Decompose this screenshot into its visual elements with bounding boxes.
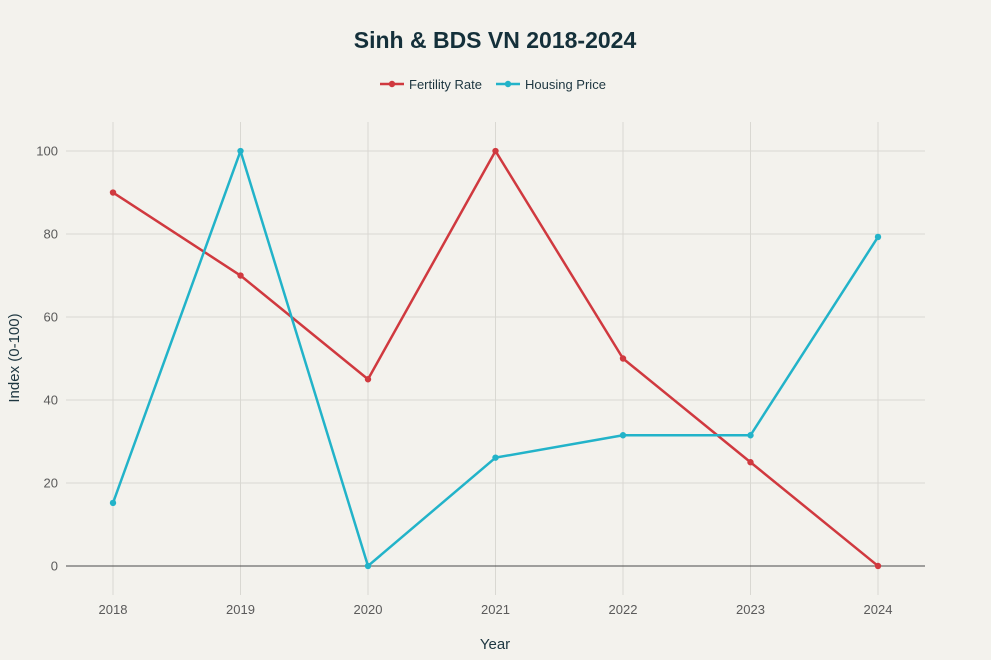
x-tick-label: 2022 (609, 602, 638, 617)
grid (66, 122, 925, 595)
data-point-housing-price[interactable] (492, 454, 499, 461)
x-tick-label: 2020 (354, 602, 383, 617)
data-point-fertility-rate[interactable] (492, 147, 499, 155)
legend-marker-fertility-rate (388, 80, 396, 88)
y-tick-label: 60 (44, 310, 58, 325)
x-tick-label: 2021 (481, 602, 510, 617)
data-point-fertility-rate[interactable] (364, 376, 372, 383)
y-tick-label: 40 (44, 392, 58, 407)
legend-item-fertility-rate[interactable]: Fertility Rate (380, 77, 482, 92)
x-tick-label: 2024 (864, 602, 893, 617)
data-point-fertility-rate[interactable] (619, 355, 627, 362)
legend-label-fertility-rate: Fertility Rate (409, 77, 482, 92)
chart-title: Sinh & BDS VN 2018-2024 (354, 27, 637, 53)
y-tick-label: 80 (44, 227, 58, 242)
x-tick-label: 2019 (226, 602, 255, 617)
x-tick-label: 2018 (99, 602, 128, 617)
x-axis-title: Year (480, 636, 510, 653)
y-tick-label: 20 (44, 475, 58, 490)
legend-marker-housing-price (504, 80, 512, 88)
data-point-housing-price[interactable] (874, 233, 882, 241)
plot-area (109, 147, 882, 570)
data-point-housing-price[interactable] (619, 432, 627, 439)
legend-item-housing-price[interactable]: Housing Price (496, 77, 606, 92)
data-point-fertility-rate[interactable] (747, 459, 754, 466)
legend: Fertility Rate Housing Price (380, 77, 606, 92)
y-tick-label: 0 (51, 558, 58, 573)
legend-label-housing-price: Housing Price (525, 77, 606, 92)
y-axis-title: Index (0-100) (6, 313, 23, 402)
axis-ticks: 2018 2019 2020 2021 2022 2023 2024 0 20 40 60 80 100 (36, 144, 892, 617)
data-point-housing-price[interactable] (237, 147, 244, 155)
data-point-housing-price[interactable] (109, 499, 117, 507)
x-tick-label: 2023 (736, 602, 765, 617)
data-point-fertility-rate[interactable] (237, 272, 244, 279)
y-tick-label: 100 (36, 144, 58, 159)
data-point-housing-price[interactable] (364, 562, 372, 570)
data-point-fertility-rate[interactable] (109, 189, 117, 196)
data-point-fertility-rate[interactable] (874, 562, 882, 570)
data-point-housing-price[interactable] (747, 432, 754, 439)
